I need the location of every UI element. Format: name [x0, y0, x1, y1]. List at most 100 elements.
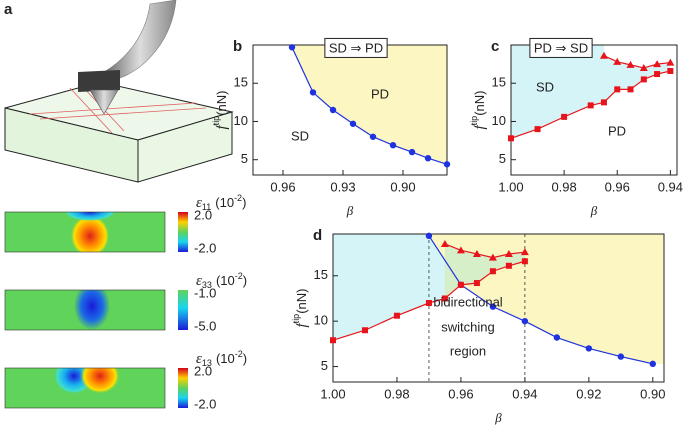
x-tick-label: 0.98 [551, 179, 576, 194]
annotation: SD [536, 79, 554, 94]
region-shade [292, 45, 447, 165]
point [599, 51, 608, 59]
point [649, 360, 657, 368]
x-tick-label: 0.90 [390, 179, 415, 194]
x-tick-label: 0.98 [384, 386, 409, 401]
y-label-symbol: f [214, 123, 230, 129]
slab-side [137, 111, 233, 183]
map-frame [4, 367, 166, 409]
y-axis-label: ftip(nN) [291, 289, 310, 328]
unit-end: ) [243, 273, 247, 288]
y-tick-label: 10 [492, 113, 506, 128]
chart-title: PD ⇒ SD [534, 40, 588, 55]
point [521, 317, 529, 325]
annotation: PD [371, 86, 389, 101]
region-shade [511, 45, 671, 139]
point [361, 327, 368, 334]
colorbar [178, 212, 188, 252]
annotation: bidirectional [433, 294, 502, 309]
point [505, 262, 512, 269]
point [425, 300, 432, 307]
y-tick-label: 5 [321, 358, 328, 373]
point [639, 63, 648, 71]
annotation: switching [441, 319, 494, 334]
y-tick-label: 10 [314, 313, 328, 328]
point [585, 345, 593, 352]
colorbar [178, 290, 188, 330]
point [488, 253, 497, 261]
point [457, 281, 464, 288]
x-axis-label: β [346, 203, 354, 218]
point [640, 76, 647, 83]
y-axis-label: ftip(nN) [211, 91, 230, 130]
annotation: PD [608, 123, 626, 138]
point [330, 337, 336, 344]
panel-label: b [233, 38, 242, 55]
title-box [324, 37, 388, 58]
map-frame [4, 211, 166, 253]
point [393, 312, 400, 319]
point [309, 89, 317, 96]
point [425, 232, 433, 240]
point [520, 248, 529, 256]
unit: (10 [216, 351, 235, 366]
x-tick-label: 0.96 [270, 179, 295, 194]
y-tick-label: 15 [314, 267, 328, 282]
y-tick-label: 5 [241, 151, 248, 166]
colorbar-tick-label: -1.0 [194, 285, 216, 300]
point [441, 295, 448, 302]
chart: 1.00 0.98 0.96 0.94 0.92 0.90 5 10 15 d β ftip(nN) b… [291, 227, 665, 425]
point [504, 249, 513, 257]
y-axis-label: ftip(nN) [469, 91, 488, 130]
point [614, 86, 621, 93]
cantilever [103, 0, 177, 79]
point [600, 99, 607, 106]
strain-map [5, 368, 165, 408]
unit-end: ) [242, 195, 246, 210]
x-tick-label: 1.00 [498, 179, 523, 194]
plot-frame [332, 233, 665, 383]
point [561, 113, 568, 120]
point [627, 86, 634, 93]
point [288, 44, 296, 51]
x-tick-label: 1.00 [320, 386, 345, 401]
symbol: ε [196, 273, 202, 289]
unit: (10 [215, 195, 234, 210]
tip-block [78, 70, 120, 92]
panel-label: d [313, 227, 322, 244]
point [369, 133, 377, 140]
point [408, 148, 416, 156]
point [667, 68, 674, 74]
y-label-superscript: tip [211, 116, 221, 126]
series-line [332, 260, 526, 341]
x-tick-label: 0.93 [330, 179, 355, 194]
series-line [603, 55, 671, 69]
point [617, 353, 625, 360]
symbol: ε [196, 195, 202, 211]
point [472, 249, 481, 257]
x-tick-label: 0.96 [448, 386, 473, 401]
colorbar-title: ε33 (10-2) [196, 271, 247, 290]
chart: 0.96 0.93 0.90 5 10 15 b β ftip(nN) PD SD SD ⇒ PD [211, 37, 451, 218]
panel-a: a [4, 0, 234, 409]
chart: 1.00 0.98 0.96 0.94 5 10 15 c β ftip(nN) SD PD PD ⇒ … [469, 37, 683, 218]
strain-map [5, 290, 165, 330]
panel-label: a [4, 1, 13, 18]
y-label-symbol: f [294, 321, 310, 327]
point [626, 60, 635, 68]
x-tick-label: 0.94 [658, 179, 683, 194]
region-shade [444, 243, 525, 299]
point [456, 246, 465, 254]
point [521, 258, 528, 265]
point [587, 102, 594, 109]
panel-label: c [491, 38, 499, 55]
y-tick-label: 5 [499, 151, 506, 166]
colorbar-tick-label: 2.0 [194, 363, 212, 378]
point [553, 334, 561, 341]
x-tick-label: 0.92 [576, 386, 601, 401]
title-box [529, 37, 593, 58]
exponent: -2 [235, 271, 243, 281]
unit: (10 [216, 273, 235, 288]
subscript: 33 [202, 280, 212, 290]
